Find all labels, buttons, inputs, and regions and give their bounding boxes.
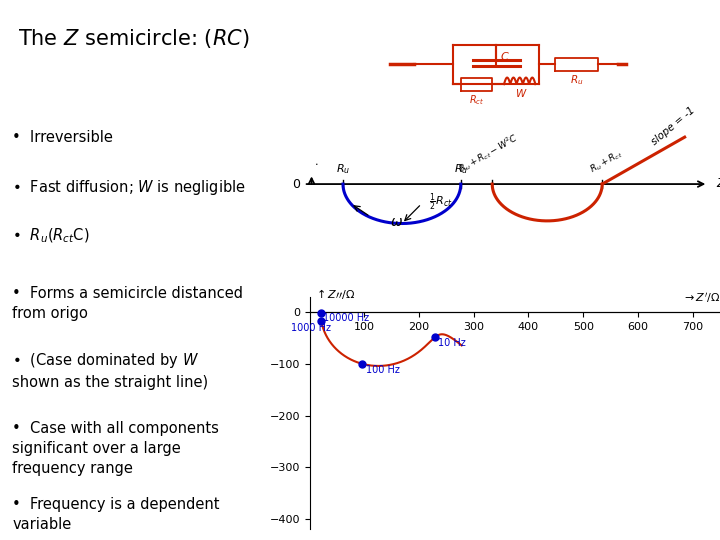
Text: $R_u$: $R_u$	[570, 73, 583, 87]
Text: •  Fast diffusion; $W$ is negligible: • Fast diffusion; $W$ is negligible	[12, 178, 246, 197]
Text: •  $R_u$($R_{ct}$C): • $R_u$($R_{ct}$C)	[12, 227, 90, 245]
Text: 10000 Hz: 10000 Hz	[323, 313, 369, 323]
Text: $R_u + R_{ct}$: $R_u + R_{ct}$	[588, 147, 625, 176]
Text: $C$: $C$	[500, 50, 510, 62]
Text: $Z'$: $Z'$	[716, 177, 720, 191]
Text: $\omega$: $\omega$	[390, 215, 403, 229]
Text: $R_u + R_{ct} - W^2C$: $R_u + R_{ct} - W^2C$	[456, 131, 521, 176]
Text: 10 Hz: 10 Hz	[438, 338, 466, 348]
Text: •  Case with all components
significant over a large
frequency range: • Case with all components significant o…	[12, 421, 219, 476]
Text: 0: 0	[292, 178, 300, 191]
Text: slope = -1: slope = -1	[649, 105, 696, 147]
Text: $R_u$: $R_u$	[336, 163, 350, 176]
Text: •  Forms a semicircle distanced
from origo: • Forms a semicircle distanced from orig…	[12, 286, 243, 321]
Text: $\rightarrow Z' / \Omega$: $\rightarrow Z' / \Omega$	[682, 291, 720, 305]
Text: $\uparrow Z\prime\prime / \Omega$: $\uparrow Z\prime\prime / \Omega$	[314, 287, 355, 301]
Text: The $Z$ semicircle: ($RC$): The $Z$ semicircle: ($RC$)	[18, 27, 250, 50]
Text: 1000 Hz: 1000 Hz	[291, 323, 331, 333]
Text: $\frac{1}{2}R_{ct}$: $\frac{1}{2}R_{ct}$	[429, 191, 453, 213]
Text: •  Frequency is a dependent
variable: • Frequency is a dependent variable	[12, 497, 220, 531]
Text: $\cdot$: $\cdot$	[313, 158, 318, 168]
Text: $R_{ct}$: $R_{ct}$	[469, 93, 485, 107]
Text: $R_u$: $R_u$	[454, 163, 468, 176]
Text: 100 Hz: 100 Hz	[366, 365, 400, 375]
Text: •  Irreversible: • Irreversible	[12, 130, 113, 145]
Text: $W$: $W$	[516, 87, 528, 99]
Text: •  (Case dominated by $W$
shown as the straight line): • (Case dominated by $W$ shown as the st…	[12, 351, 208, 390]
